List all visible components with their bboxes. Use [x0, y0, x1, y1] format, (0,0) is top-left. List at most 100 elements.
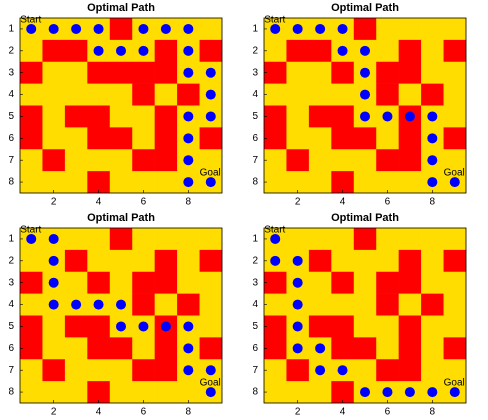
path-point	[315, 365, 326, 376]
cell	[264, 127, 287, 150]
path-point	[205, 89, 216, 100]
cell	[421, 337, 444, 360]
cell	[353, 337, 377, 360]
goal-label: Goal	[200, 378, 221, 389]
cell	[109, 105, 133, 128]
path-point	[93, 299, 104, 310]
cell	[286, 39, 310, 63]
cell	[308, 381, 332, 404]
cell	[64, 127, 88, 150]
path-point	[48, 233, 59, 244]
cell	[154, 39, 178, 63]
cell	[331, 61, 355, 84]
x-tick-label: 8	[430, 407, 436, 418]
cell	[154, 381, 178, 404]
cell	[64, 228, 88, 251]
cell	[398, 149, 422, 172]
path-point	[116, 321, 126, 332]
cell	[376, 18, 399, 41]
cell	[87, 171, 111, 194]
cell	[20, 149, 43, 172]
cell	[331, 337, 355, 360]
cell	[376, 271, 399, 294]
cell	[87, 271, 111, 294]
cell	[353, 171, 377, 194]
y-tick-label: 7	[8, 365, 14, 376]
cell	[443, 83, 467, 106]
cell	[177, 83, 200, 106]
path-point	[337, 45, 348, 56]
cell	[20, 315, 43, 338]
cell	[264, 293, 287, 316]
cell	[308, 127, 332, 150]
path-point	[382, 111, 393, 122]
y-tick-label: 1	[8, 24, 14, 35]
cell	[308, 61, 332, 84]
cell	[376, 249, 399, 273]
y-tick-label: 3	[252, 277, 258, 288]
cell	[398, 249, 422, 273]
path-point	[270, 23, 281, 34]
cell	[154, 83, 178, 106]
path-point	[116, 299, 126, 310]
y-tick-label: 5	[8, 321, 14, 332]
y-tick-label: 1	[252, 24, 258, 35]
cell	[42, 171, 66, 194]
path-point	[337, 23, 348, 34]
subplot-title: Optimal Path	[331, 2, 399, 14]
cell	[42, 61, 66, 84]
path-point	[427, 387, 438, 398]
cell	[154, 249, 178, 273]
path-point	[138, 321, 149, 332]
cell	[353, 271, 377, 294]
y-tick-label: 3	[8, 67, 14, 78]
cell	[376, 315, 399, 338]
cell	[264, 83, 287, 106]
cell	[20, 271, 43, 294]
x-tick-label: 2	[51, 407, 57, 418]
cell	[64, 149, 88, 172]
cell	[353, 228, 377, 251]
cell	[64, 271, 88, 294]
cell	[308, 83, 332, 106]
y-tick-label: 1	[252, 234, 258, 245]
start-label: Start	[20, 225, 41, 236]
cell	[443, 18, 467, 41]
cell	[286, 105, 310, 128]
cell	[353, 127, 377, 150]
cell	[109, 359, 133, 382]
y-tick-label: 1	[8, 234, 14, 245]
path-point	[48, 23, 59, 34]
y-tick-label: 6	[252, 133, 258, 144]
cell	[376, 359, 399, 382]
y-tick-label: 4	[252, 89, 258, 100]
cell	[64, 171, 88, 194]
x-tick-label: 4	[96, 197, 102, 208]
cell	[132, 105, 155, 128]
cell	[20, 359, 43, 382]
subplot: 2 4 6 8 1 2 3 4 5 6 7 8 Optimal Path Start Goal	[252, 212, 467, 418]
cell	[331, 381, 355, 404]
cell	[286, 228, 310, 251]
y-tick-label: 4	[8, 89, 14, 100]
path-point	[292, 299, 303, 310]
cell	[398, 228, 422, 251]
cell	[177, 293, 200, 316]
y-tick-label: 2	[8, 45, 14, 56]
cell	[199, 228, 223, 251]
cell	[64, 61, 88, 84]
cell	[154, 337, 178, 360]
cell	[132, 359, 155, 382]
cell	[443, 228, 467, 251]
cell	[286, 171, 310, 194]
cell	[421, 315, 444, 338]
path-point	[205, 111, 216, 122]
path-point	[93, 45, 104, 56]
x-tick-label: 6	[385, 407, 391, 418]
cell	[286, 381, 310, 404]
x-tick-label: 8	[186, 197, 192, 208]
cell	[443, 249, 467, 273]
cell	[376, 127, 399, 150]
cell	[20, 171, 43, 194]
cell	[398, 83, 422, 106]
